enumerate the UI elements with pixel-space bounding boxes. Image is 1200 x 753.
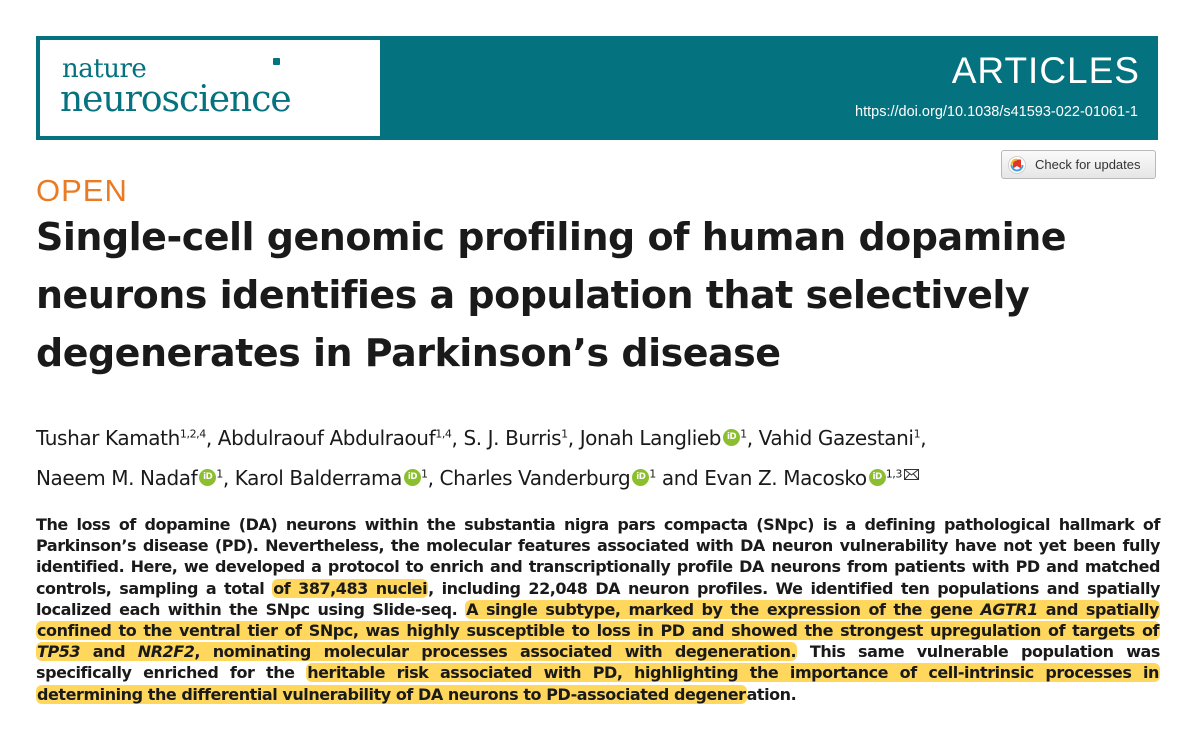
email-icon[interactable] bbox=[903, 469, 919, 480]
check-for-updates-label: Check for updates bbox=[1035, 157, 1141, 172]
abstract-highlight: A single subtype, marked by the expressi… bbox=[36, 599, 1160, 662]
author-name[interactable]: Charles Vanderburg bbox=[439, 466, 631, 490]
author-affiliation: 1 bbox=[216, 467, 223, 481]
author-name[interactable]: S. J. Burris bbox=[463, 426, 562, 450]
author-name[interactable]: Naeem M. Nadaf bbox=[36, 466, 198, 490]
abstract-text: The loss of dopamine (DA) neurons within… bbox=[36, 515, 1160, 598]
author-separator: , bbox=[427, 466, 440, 490]
author-name[interactable]: Evan Z. Macosko bbox=[704, 466, 867, 490]
gene-name: AGTR1 bbox=[980, 599, 1039, 619]
logo-neuroscience-text: neuroscience bbox=[60, 79, 292, 120]
author-separator: , bbox=[451, 426, 464, 450]
orcid-icon[interactable]: iD bbox=[723, 429, 741, 446]
doi-link[interactable]: https://doi.org/10.1038/s41593-022-01061… bbox=[855, 104, 1138, 120]
author-separator: , bbox=[920, 426, 927, 450]
author-name[interactable]: Karol Balderrama bbox=[234, 466, 403, 490]
author-name[interactable]: Jonah Langlieb bbox=[579, 426, 722, 450]
author-affiliation: 1 bbox=[649, 467, 656, 481]
abstract: The loss of dopamine (DA) neurons within… bbox=[36, 514, 1160, 705]
journal-logo[interactable]: nature neuroscience bbox=[40, 40, 380, 136]
author-name[interactable]: Abdulraouf Abdulraouf bbox=[217, 426, 436, 450]
abstract-text: This same vulnerable population was spec… bbox=[36, 642, 1160, 683]
crossmark-icon bbox=[1008, 156, 1026, 174]
abstract-highlight-text: , nominating molecular processes associa… bbox=[194, 642, 797, 662]
author-affiliation: 1,2,4 bbox=[179, 427, 206, 441]
gene-name: NR2F2 bbox=[137, 642, 195, 662]
author-separator: , bbox=[567, 426, 580, 450]
orcid-icon[interactable]: iD bbox=[632, 469, 650, 486]
author-name[interactable]: Vahid Gazestani bbox=[758, 426, 914, 450]
author-name[interactable]: Tushar Kamath bbox=[36, 426, 180, 450]
author-affiliation: 1,3 bbox=[885, 467, 903, 481]
orcid-icon[interactable]: iD bbox=[868, 469, 886, 486]
author-separator: , bbox=[746, 426, 759, 450]
abstract-highlight-text: and bbox=[80, 642, 138, 662]
orcid-icon[interactable]: iD bbox=[199, 469, 217, 486]
journal-banner: nature neuroscience ARTICLES https://doi… bbox=[36, 36, 1158, 140]
author-affiliation: 1 bbox=[420, 467, 428, 481]
article-title: Single-cell genomic profiling of human d… bbox=[36, 215, 1067, 375]
author-affiliation: 1 bbox=[740, 427, 747, 441]
author-separator: and bbox=[655, 466, 705, 490]
author-affiliation: 1 bbox=[561, 427, 568, 441]
abstract-highlight-text: and spatially confined to the ventral ti… bbox=[37, 599, 1159, 641]
section-label: ARTICLES bbox=[951, 50, 1140, 91]
author-list: Tushar Kamath1,2,4, Abdulraouf Abdulraou… bbox=[36, 418, 1166, 498]
abstract-highlight-text: A single subtype, marked by the expressi… bbox=[466, 599, 981, 619]
author-affiliation: 1,4 bbox=[435, 427, 452, 441]
check-for-updates-button[interactable]: Check for updates bbox=[1001, 150, 1156, 179]
logo-dot bbox=[273, 58, 280, 65]
logo-nature-text: nature bbox=[62, 54, 147, 84]
author-affiliation: 1 bbox=[913, 427, 921, 441]
gene-name: TP53 bbox=[37, 642, 81, 662]
open-access-badge: OPEN bbox=[36, 173, 128, 208]
orcid-icon[interactable]: iD bbox=[403, 469, 421, 486]
abstract-highlight: of 387,483 nuclei bbox=[272, 578, 429, 598]
abstract-text: ation. bbox=[746, 684, 797, 704]
author-separator: , bbox=[205, 426, 218, 450]
author-separator: , bbox=[222, 466, 235, 490]
abstract-text: , including 22,048 DA neuron profiles. W… bbox=[36, 578, 1161, 619]
